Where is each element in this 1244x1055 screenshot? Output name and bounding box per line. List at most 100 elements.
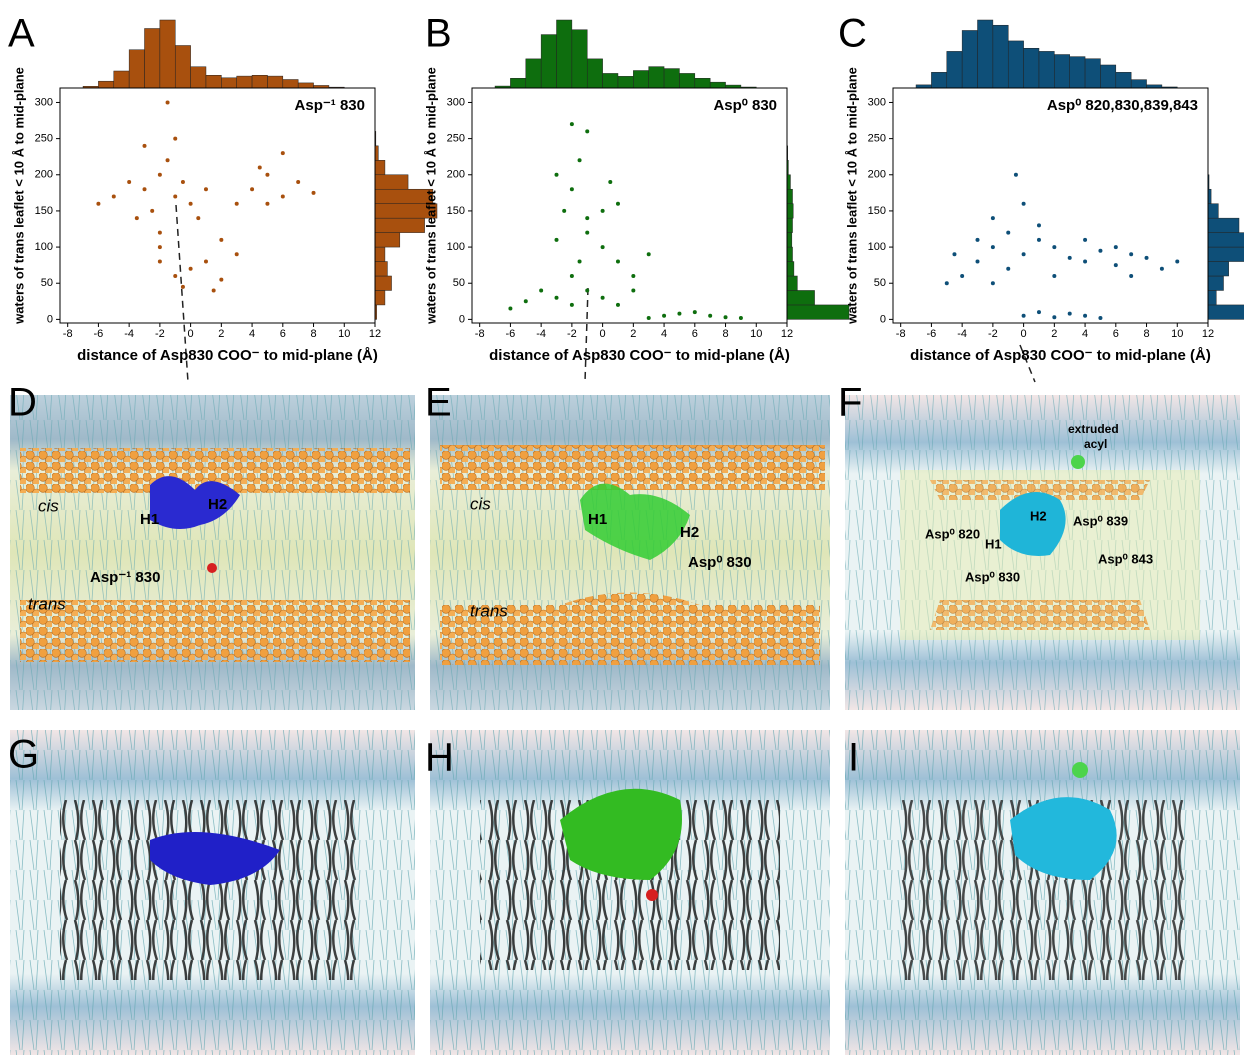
panel-letter: E: [425, 381, 452, 425]
label: cis: [470, 494, 491, 513]
point: [142, 187, 147, 192]
hist-bar: [786, 304, 850, 320]
x-tick-label: 6: [1113, 328, 1119, 340]
hist-bar: [374, 246, 386, 262]
hist-bar: [374, 290, 386, 306]
hist-bar: [679, 73, 696, 89]
y-tick-label: 150: [35, 205, 53, 217]
point: [990, 281, 995, 286]
point: [1083, 237, 1088, 242]
hist-bar: [571, 29, 588, 89]
y-tick-label: 0: [459, 313, 465, 325]
x-tick-label: -8: [896, 328, 906, 340]
x-tick-label: -4: [124, 328, 134, 340]
connector: [584, 287, 589, 383]
panel-d-image: [10, 395, 415, 710]
point: [1052, 274, 1057, 278]
y-tick-label: 250: [868, 133, 886, 145]
hist-bar: [617, 76, 634, 89]
hist-bar: [1207, 246, 1244, 262]
x-tick-label: 6: [280, 328, 286, 340]
hist-bar: [633, 70, 649, 89]
hist-bar: [1130, 79, 1147, 89]
panel-f-image: [845, 395, 1240, 710]
x-tick-label: 8: [1143, 328, 1149, 340]
point: [173, 136, 178, 141]
point: [600, 245, 605, 250]
y-axis-label: waters of trans leaflet < 10 Å to mid-pl…: [844, 67, 859, 325]
x-tick-label: 8: [722, 328, 728, 340]
label: Asp⁰ 843: [1098, 551, 1153, 566]
point: [188, 266, 193, 271]
tails: [60, 800, 360, 980]
x-tick-label: -4: [957, 328, 967, 340]
connector: [1019, 344, 1036, 383]
hist-bar: [663, 68, 680, 89]
point: [1021, 313, 1026, 318]
point: [219, 277, 224, 282]
hist-bar: [297, 82, 314, 89]
x-tick-label: 4: [249, 328, 255, 340]
point: [296, 180, 301, 184]
point: [127, 180, 132, 184]
x-tick-label: -8: [475, 328, 485, 340]
x-tick-label: 2: [1051, 328, 1057, 340]
point: [615, 259, 620, 264]
beads: [930, 480, 1150, 630]
point: [1006, 266, 1011, 271]
y-tick-label: 50: [41, 277, 53, 289]
point: [257, 165, 262, 170]
panel-e-image: [430, 395, 830, 710]
y-tick-label: 150: [447, 205, 465, 217]
point: [1036, 310, 1041, 315]
point: [692, 310, 697, 315]
hist-bar: [1084, 58, 1101, 89]
hist-bar: [977, 19, 994, 89]
x-tick-label: 4: [661, 328, 667, 340]
panel-g-image: [10, 730, 415, 1055]
point: [165, 100, 170, 105]
hist-bar: [1069, 56, 1086, 89]
acyl: [1071, 455, 1085, 469]
asp-atom: [646, 889, 658, 901]
hist-bar: [1207, 217, 1240, 233]
point: [554, 172, 559, 177]
hist-bar: [1023, 47, 1040, 89]
y-tick-label: 0: [880, 313, 886, 325]
point: [1144, 255, 1149, 260]
point: [677, 311, 682, 316]
point: [1021, 252, 1026, 257]
panel-letter: A: [8, 12, 35, 56]
point: [523, 299, 528, 304]
x-tick-label: -6: [94, 328, 104, 340]
hist-bar: [1007, 40, 1024, 89]
point: [562, 208, 567, 213]
hist-bar: [190, 66, 207, 89]
hist-bar: [786, 290, 815, 306]
point: [234, 252, 239, 257]
hist-bar: [128, 49, 145, 89]
point: [173, 194, 178, 199]
hist-bar: [174, 45, 191, 89]
point: [196, 216, 201, 221]
hist-bar: [251, 75, 268, 89]
hist-bar: [525, 58, 542, 89]
panel-i-image: [845, 730, 1240, 1055]
hist-bar: [236, 75, 253, 89]
x-axis-label: distance of Asp830 COO⁻ to mid-plane (Å): [910, 347, 1211, 364]
label: acyl: [1084, 437, 1107, 451]
y-tick-label: 100: [35, 241, 53, 253]
x-tick-label: 2: [218, 328, 224, 340]
point: [1175, 259, 1180, 264]
point: [646, 252, 651, 257]
plot-frame: [59, 87, 376, 324]
hist-bar: [786, 275, 798, 291]
panel-letter: F: [838, 381, 862, 425]
x-tick-label: 12: [1202, 328, 1214, 340]
beads-bottom: [440, 592, 820, 665]
point: [738, 315, 743, 320]
hist-bar: [961, 30, 978, 89]
hist-bar: [374, 174, 409, 190]
point: [608, 180, 613, 184]
label: H1: [588, 511, 607, 528]
